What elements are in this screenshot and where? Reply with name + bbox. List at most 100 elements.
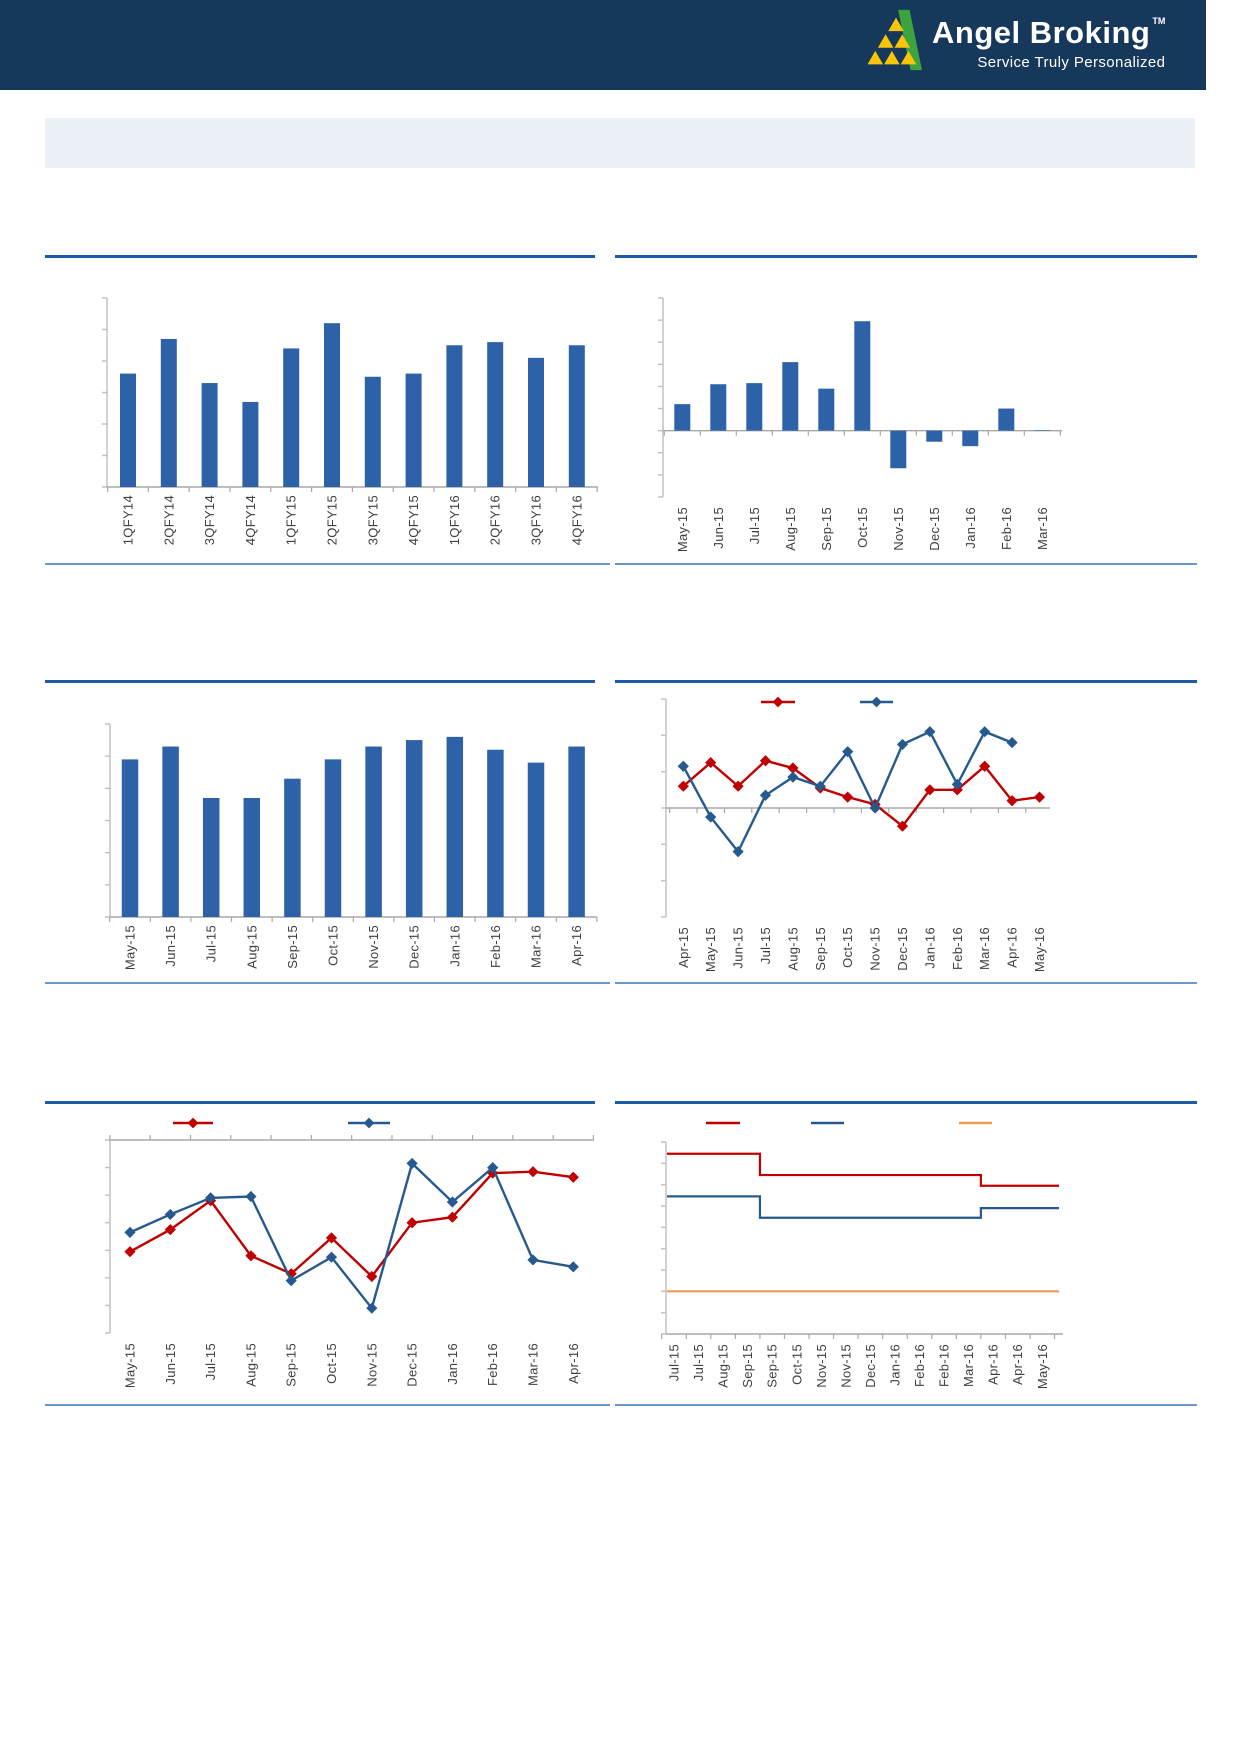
blue-step-line (667, 1195, 1059, 1219)
x-axis-label: 4QFY15 (406, 495, 421, 545)
chart2-bottom-rule (615, 563, 1197, 565)
x-axis-label: May-15 (675, 507, 690, 552)
x-axis-label: Jul-15 (203, 1343, 218, 1380)
x-axis-label: Feb-16 (912, 1344, 927, 1387)
x-axis-label: Oct-15 (840, 927, 855, 968)
x-axis-label: Nov-15 (891, 507, 906, 551)
bar-1QFY14 (120, 373, 136, 487)
x-axis-label: Sep-15 (740, 1344, 755, 1388)
x-axis-label: Feb-16 (937, 1344, 952, 1387)
bar-May-15 (121, 759, 139, 917)
red-series-marker (924, 784, 936, 796)
bar-4QFY16 (568, 345, 585, 487)
chart-step-lines: Jul-15 Jul-15 Aug-15 Sep-15 Sep-15 Oct-15 Nov-… (615, 1104, 1197, 1409)
bar-Mar-16 (1034, 430, 1051, 431)
bar-Jun-15 (710, 384, 727, 431)
bar-Nov-15 (365, 746, 382, 917)
bar-Jan-16 (962, 430, 979, 447)
x-axis-label: 1QFY16 (447, 495, 462, 545)
brand-tagline: Service Truly Personalized (977, 54, 1166, 71)
logo-triangle (900, 50, 917, 65)
x-axis-label: Apr-16 (1010, 1344, 1025, 1385)
x-axis-label: Mar-16 (977, 927, 992, 970)
red-step-line (667, 1152, 1059, 1187)
red-series-marker (325, 1232, 338, 1244)
x-axis-label: Dec-15 (407, 925, 422, 969)
blue-series-marker (124, 1226, 136, 1238)
red-series-marker (406, 1217, 418, 1229)
bar-2QFY15 (324, 323, 340, 487)
x-axis-label: Jan-16 (447, 925, 462, 967)
blue-series-marker (787, 771, 799, 783)
blue-series-marker (979, 726, 991, 738)
x-axis-label: Jan-16 (922, 927, 937, 969)
x-axis-label: Nov-15 (838, 1344, 853, 1388)
legend-marker-red-series (772, 696, 784, 708)
blue-series-marker (245, 1190, 257, 1203)
red-series-marker (245, 1250, 257, 1262)
bar-Dec-15 (926, 430, 943, 442)
x-axis-label: 2QFY14 (161, 495, 176, 545)
red-series-line (682, 759, 1040, 828)
x-axis-label: Jul-15 (747, 507, 762, 544)
chart2-title-rule (615, 255, 1197, 258)
x-axis-label: Sep-15 (819, 507, 834, 551)
blue-series-marker (1006, 737, 1018, 749)
blue-series-marker (896, 738, 909, 751)
x-axis-label: Jul-15 (667, 1344, 682, 1381)
trademark-symbol: TM (1152, 16, 1166, 26)
x-axis-label: May-16 (1032, 927, 1047, 972)
blue-series-marker (951, 778, 963, 790)
x-axis-label: Mar-16 (1035, 507, 1050, 550)
logo-triangle (888, 17, 904, 32)
blue-series-marker (366, 1302, 378, 1314)
x-axis-label: 4QFY14 (243, 495, 258, 545)
blue-series-marker (487, 1161, 499, 1174)
red-series-marker (1033, 791, 1046, 803)
bar-Jun-15 (162, 746, 179, 917)
x-axis-label: 1QFY14 (121, 495, 136, 545)
x-axis-label: Nov-15 (814, 1344, 829, 1388)
x-axis-label: Sep-15 (765, 1344, 780, 1388)
blue-series-marker (527, 1254, 539, 1266)
x-axis-label: Aug-15 (785, 927, 800, 971)
legend-marker-blue-series (871, 696, 882, 708)
blue-series-marker (814, 780, 826, 792)
bar-4QFY15 (405, 373, 422, 487)
bar-Aug-15 (782, 362, 799, 431)
x-axis-label: Jul-15 (204, 925, 219, 962)
logo-mark-icon (868, 9, 922, 71)
x-axis-label: Nov-15 (364, 1343, 379, 1387)
x-axis-label: May-15 (123, 1343, 138, 1388)
title-banner (45, 118, 1195, 168)
x-axis-label: Sep-15 (285, 925, 300, 969)
red-series-marker (842, 791, 854, 803)
chart-monthly-posneg-bars: May-15 Jun-15 Jul-15 Aug-15 Sep-15 Oct-15 Nov-… (615, 258, 1197, 568)
x-axis-label: Aug-15 (783, 507, 798, 551)
red-series-marker (759, 755, 772, 767)
x-axis-label: Nov-15 (868, 927, 883, 971)
bar-Jan-16 (446, 736, 464, 917)
x-axis-label: 2QFY16 (488, 495, 503, 545)
blue-series-marker (325, 1251, 338, 1263)
bar-Sep-15 (284, 778, 301, 917)
x-axis-label: Aug-15 (716, 1344, 731, 1388)
x-axis-label: Oct-15 (789, 1344, 804, 1385)
blue-series-marker (677, 760, 689, 772)
brand-name: Angel Broking (932, 15, 1151, 50)
red-series-marker (446, 1211, 458, 1223)
blue-series-marker (406, 1157, 418, 1170)
bar-2QFY16 (487, 342, 504, 487)
bar-3QFY14 (201, 383, 218, 487)
x-axis-label: Aug-15 (243, 1343, 258, 1387)
chart3-title-rule (45, 680, 595, 683)
logo-triangle (868, 50, 884, 65)
x-axis-label: Jan-16 (445, 1343, 460, 1385)
bar-3QFY15 (364, 376, 381, 487)
x-axis-label: 4QFY16 (569, 495, 584, 545)
x-axis-label: Dec-15 (927, 507, 942, 551)
x-axis-label: Mar-16 (526, 1343, 541, 1386)
x-axis-label: Jun-15 (163, 925, 178, 967)
x-axis-label: Dec-15 (863, 1344, 878, 1388)
red-series-marker (164, 1224, 176, 1236)
